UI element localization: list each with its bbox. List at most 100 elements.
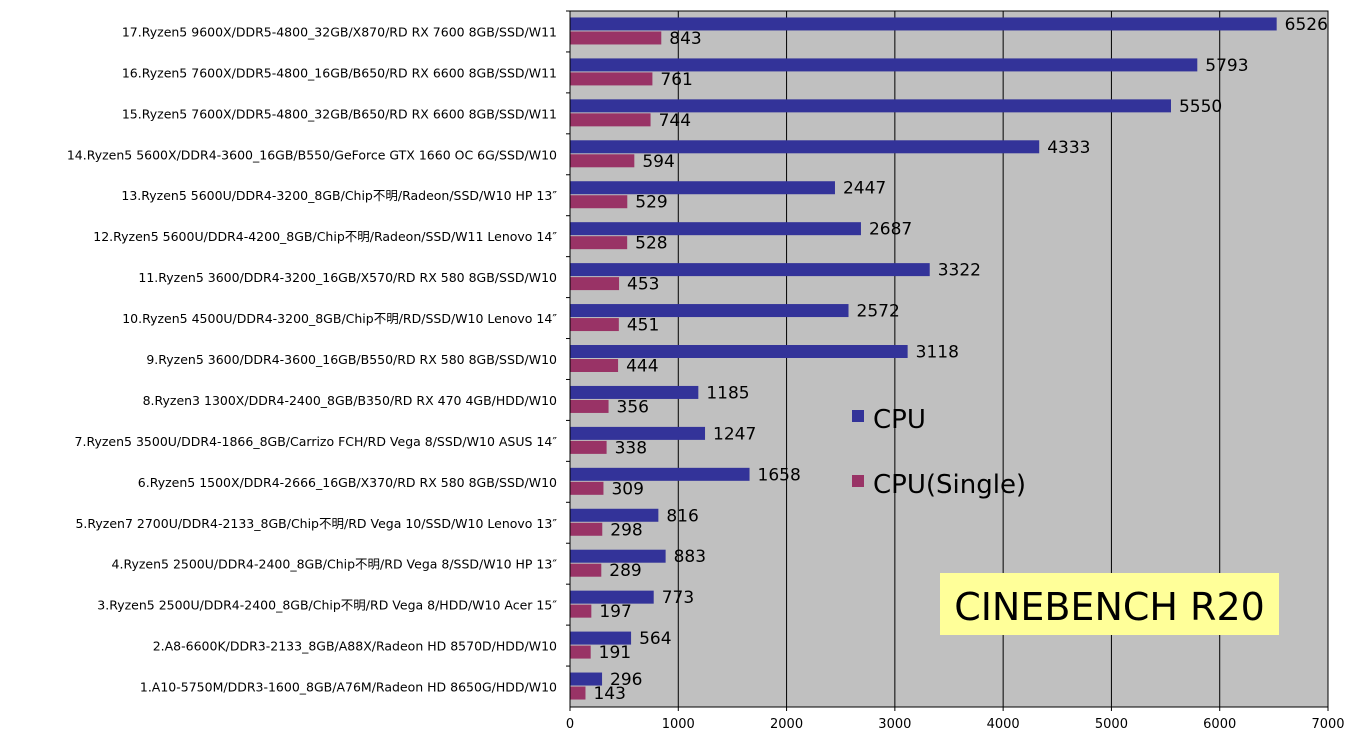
category-label: 7.Ryzen5 3500U/DDR4-1866_8GB/Carrizo FCH… (75, 434, 558, 449)
bar-cpu-single (570, 31, 662, 45)
bar-cpu-single (570, 481, 604, 495)
x-axis-ticks: 0 1000 2000 3000 4000 5000 6000 7000 (566, 707, 1345, 732)
category-label: 9.Ryzen5 3600/DDR4-3600_16GB/B550/RD RX … (146, 352, 557, 367)
bar-cpu-single (570, 440, 607, 454)
category-labels: 17.Ryzen5 9600X/DDR5-4800_32GB/X870/RD R… (67, 10, 570, 695)
category-label: 11.Ryzen5 3600/DDR4-3200_16GB/X570/RD RX… (138, 270, 557, 285)
bar-cpu (570, 549, 666, 563)
chart-title: CINEBENCH R20 (954, 585, 1265, 629)
data-label-cpu: 6526 (1285, 15, 1328, 35)
legend-swatch-cpu (852, 410, 864, 422)
data-label-cpu: 2447 (843, 179, 886, 199)
data-label-cpu: 1247 (713, 424, 756, 444)
bar-cpu (570, 345, 908, 358)
data-label-cpu: 773 (662, 588, 694, 608)
data-label-cpu-single: 453 (627, 275, 659, 295)
data-label-cpu-single: 289 (609, 561, 641, 581)
data-label-cpu: 2687 (869, 220, 912, 240)
chart-title-box: CINEBENCH R20 (940, 573, 1279, 635)
bar-cpu (570, 222, 861, 236)
bar-cpu-single (570, 113, 651, 127)
legend-label-cpu: CPU (873, 405, 926, 435)
x-tick-label: 6000 (1203, 717, 1236, 732)
data-label-cpu: 816 (666, 506, 698, 526)
bar-cpu (570, 426, 706, 440)
data-label-cpu-single: 338 (615, 438, 647, 458)
data-label-cpu-single: 843 (669, 29, 701, 49)
legend: CPU CPU(Single) (852, 405, 1026, 500)
bar-cpu-single (570, 236, 628, 250)
data-label-cpu-single: 444 (626, 357, 658, 377)
bar-cpu (570, 304, 849, 318)
data-label-cpu-single: 309 (611, 479, 643, 499)
category-label: 12.Ryzen5 5600U/DDR4-4200_8GB/Chip不明/Rad… (93, 229, 557, 244)
data-label-cpu: 1658 (758, 465, 801, 485)
data-label-cpu: 1185 (706, 383, 749, 403)
bar-cpu-single (570, 318, 619, 332)
data-label-cpu: 4333 (1047, 138, 1090, 158)
category-label: 10.Ryzen5 4500U/DDR4-3200_8GB/Chip不明/RD/… (122, 311, 557, 326)
bar-cpu (570, 385, 699, 399)
category-label: 3.Ryzen5 2500U/DDR4-2400_8GB/Chip不明/RD V… (97, 598, 557, 613)
plot-border (569, 10, 1329, 708)
legend-swatch-cpu-single (852, 475, 864, 487)
data-label-cpu: 3322 (938, 261, 981, 281)
bar-cpu (570, 467, 750, 481)
data-label-cpu: 3118 (916, 343, 959, 363)
data-label-cpu-single: 143 (593, 684, 625, 704)
bar-cpu (570, 140, 1040, 154)
data-label-cpu-single: 744 (659, 111, 691, 131)
x-tick-label: 7000 (1311, 717, 1344, 732)
bar-cpu (570, 17, 1277, 31)
bar-cpu-single (570, 277, 620, 291)
bar-cpu (570, 508, 659, 522)
bar-cpu-single (570, 563, 602, 577)
bar-cpu-single (570, 604, 592, 618)
data-label-cpu-single: 356 (617, 397, 649, 417)
bar-cpu-single (570, 154, 635, 168)
bar-cpu (570, 672, 603, 686)
category-label: 4.Ryzen5 2500U/DDR4-2400_8GB/Chip不明/RD V… (112, 557, 558, 572)
bar-cpu (570, 181, 835, 195)
bar-cpu (570, 631, 632, 645)
bar-cpu-single (570, 399, 609, 413)
x-tick-label: 2000 (770, 717, 803, 732)
category-label: 15.Ryzen5 7600X/DDR5-4800_32GB/B650/RD R… (122, 106, 557, 121)
bar-cpu (570, 263, 930, 277)
data-label-cpu-single: 529 (635, 193, 667, 213)
data-label-cpu: 296 (610, 670, 642, 690)
data-label-cpu-single: 191 (599, 643, 631, 663)
category-label: 14.Ryzen5 5600X/DDR4-3600_16GB/B550/GeFo… (67, 147, 557, 162)
x-tick-label: 3000 (878, 717, 911, 732)
x-tick-label: 0 (566, 717, 574, 732)
bar-cpu-single (570, 522, 603, 536)
data-label-cpu-single: 298 (610, 520, 642, 540)
bar-cpu-single (570, 195, 628, 209)
category-label: 16.Ryzen5 7600X/DDR5-4800_16GB/B650/RD R… (122, 65, 557, 80)
bar-cpu-single (570, 72, 653, 86)
data-label-cpu-single: 761 (660, 70, 692, 90)
data-label-cpu: 5793 (1205, 56, 1248, 76)
bar-cpu-single (570, 645, 591, 659)
chart-title-background (940, 573, 1279, 635)
category-label: 6.Ryzen5 1500X/DDR4-2666_16GB/X370/RD RX… (138, 475, 557, 490)
data-label-cpu-single: 594 (642, 152, 674, 172)
category-label: 2.A8-6600K/DDR3-2133_8GB/A88X/Radeon HD … (153, 639, 557, 654)
category-label: 1.A10-5750M/DDR3-1600_8GB/A76M/Radeon HD… (140, 680, 557, 695)
category-label: 17.Ryzen5 9600X/DDR5-4800_32GB/X870/RD R… (122, 24, 557, 39)
data-label-cpu-single: 451 (627, 316, 659, 336)
data-label-cpu: 5550 (1179, 97, 1222, 117)
data-label-cpu-single: 528 (635, 234, 667, 254)
x-tick-label: 1000 (662, 717, 695, 732)
legend-label-cpu-single: CPU(Single) (873, 470, 1026, 500)
category-label: 13.Ryzen5 5600U/DDR4-3200_8GB/Chip不明/Rad… (121, 188, 557, 203)
data-label-cpu-single: 197 (599, 602, 631, 622)
bar-cpu (570, 99, 1171, 113)
bar-cpu-single (570, 686, 586, 700)
data-label-cpu: 883 (674, 547, 706, 567)
bar-cpu (570, 590, 654, 604)
bars: 6526 843 5793 761 5550 744 4333 594 2447 529 2687 5… (570, 15, 1328, 704)
bar-cpu (570, 58, 1198, 72)
